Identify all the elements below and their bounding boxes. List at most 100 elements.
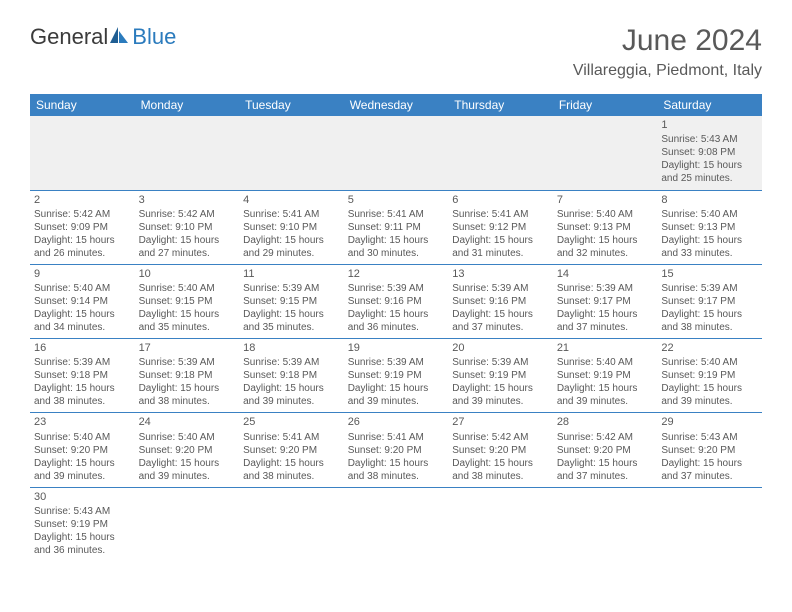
- sunset-line: Sunset: 9:08 PM: [661, 146, 758, 159]
- sunrise-line: Sunrise: 5:41 AM: [243, 208, 340, 221]
- day-number: 7: [557, 193, 654, 207]
- day-number: 30: [34, 490, 131, 504]
- calendar-cell: 27Sunrise: 5:42 AMSunset: 9:20 PMDayligh…: [448, 413, 553, 487]
- calendar-cell: [553, 487, 658, 561]
- daylight-line: Daylight: 15 hours and 37 minutes.: [557, 457, 654, 483]
- daylight-line: Daylight: 15 hours and 38 minutes.: [139, 382, 236, 408]
- calendar-cell: 22Sunrise: 5:40 AMSunset: 9:19 PMDayligh…: [657, 339, 762, 413]
- daylight-line: Daylight: 15 hours and 36 minutes.: [34, 531, 131, 557]
- calendar-cell: 7Sunrise: 5:40 AMSunset: 9:13 PMDaylight…: [553, 190, 658, 264]
- day-number: 6: [452, 193, 549, 207]
- daylight-line: Daylight: 15 hours and 29 minutes.: [243, 234, 340, 260]
- sunrise-line: Sunrise: 5:39 AM: [34, 356, 131, 369]
- sunrise-line: Sunrise: 5:39 AM: [139, 356, 236, 369]
- calendar-cell: 24Sunrise: 5:40 AMSunset: 9:20 PMDayligh…: [135, 413, 240, 487]
- day-header: Saturday: [657, 94, 762, 116]
- daylight-line: Daylight: 15 hours and 39 minutes.: [243, 382, 340, 408]
- calendar-row: 2Sunrise: 5:42 AMSunset: 9:09 PMDaylight…: [30, 190, 762, 264]
- sunrise-line: Sunrise: 5:42 AM: [452, 431, 549, 444]
- sunset-line: Sunset: 9:20 PM: [243, 444, 340, 457]
- sunset-line: Sunset: 9:14 PM: [34, 295, 131, 308]
- sunrise-line: Sunrise: 5:39 AM: [243, 282, 340, 295]
- daylight-line: Daylight: 15 hours and 38 minutes.: [661, 308, 758, 334]
- calendar-row: 16Sunrise: 5:39 AMSunset: 9:18 PMDayligh…: [30, 339, 762, 413]
- calendar-cell: 12Sunrise: 5:39 AMSunset: 9:16 PMDayligh…: [344, 264, 449, 338]
- sunrise-line: Sunrise: 5:43 AM: [661, 133, 758, 146]
- daylight-line: Daylight: 15 hours and 36 minutes.: [348, 308, 445, 334]
- calendar-table: SundayMondayTuesdayWednesdayThursdayFrid…: [30, 94, 762, 561]
- day-number: 20: [452, 341, 549, 355]
- daylight-line: Daylight: 15 hours and 26 minutes.: [34, 234, 131, 260]
- sunset-line: Sunset: 9:09 PM: [34, 221, 131, 234]
- calendar-cell: [135, 116, 240, 190]
- day-header: Tuesday: [239, 94, 344, 116]
- sunrise-line: Sunrise: 5:42 AM: [139, 208, 236, 221]
- day-number: 27: [452, 415, 549, 429]
- sunset-line: Sunset: 9:20 PM: [557, 444, 654, 457]
- sunrise-line: Sunrise: 5:40 AM: [661, 356, 758, 369]
- daylight-line: Daylight: 15 hours and 38 minutes.: [452, 457, 549, 483]
- calendar-cell: 10Sunrise: 5:40 AMSunset: 9:15 PMDayligh…: [135, 264, 240, 338]
- day-number: 18: [243, 341, 340, 355]
- calendar-cell: 29Sunrise: 5:43 AMSunset: 9:20 PMDayligh…: [657, 413, 762, 487]
- day-number: 24: [139, 415, 236, 429]
- calendar-cell: 15Sunrise: 5:39 AMSunset: 9:17 PMDayligh…: [657, 264, 762, 338]
- day-number: 15: [661, 267, 758, 281]
- daylight-line: Daylight: 15 hours and 25 minutes.: [661, 159, 758, 185]
- calendar-cell: [239, 487, 344, 561]
- sunrise-line: Sunrise: 5:40 AM: [661, 208, 758, 221]
- daylight-line: Daylight: 15 hours and 33 minutes.: [661, 234, 758, 260]
- sunrise-line: Sunrise: 5:43 AM: [661, 431, 758, 444]
- day-number: 5: [348, 193, 445, 207]
- sunset-line: Sunset: 9:10 PM: [139, 221, 236, 234]
- logo-text-general: General: [30, 24, 108, 50]
- sunset-line: Sunset: 9:18 PM: [34, 369, 131, 382]
- daylight-line: Daylight: 15 hours and 39 minutes.: [139, 457, 236, 483]
- day-number: 25: [243, 415, 340, 429]
- daylight-line: Daylight: 15 hours and 39 minutes.: [452, 382, 549, 408]
- sunrise-line: Sunrise: 5:40 AM: [34, 282, 131, 295]
- logo-text-blue: Blue: [132, 24, 176, 50]
- sunrise-line: Sunrise: 5:40 AM: [557, 356, 654, 369]
- calendar-cell: [448, 487, 553, 561]
- sunrise-line: Sunrise: 5:39 AM: [452, 282, 549, 295]
- sunset-line: Sunset: 9:15 PM: [243, 295, 340, 308]
- calendar-cell: 17Sunrise: 5:39 AMSunset: 9:18 PMDayligh…: [135, 339, 240, 413]
- daylight-line: Daylight: 15 hours and 39 minutes.: [557, 382, 654, 408]
- sunset-line: Sunset: 9:19 PM: [348, 369, 445, 382]
- sunrise-line: Sunrise: 5:42 AM: [557, 431, 654, 444]
- daylight-line: Daylight: 15 hours and 39 minutes.: [661, 382, 758, 408]
- logo-sail-icon: [108, 25, 130, 50]
- sunset-line: Sunset: 9:19 PM: [557, 369, 654, 382]
- day-number: 17: [139, 341, 236, 355]
- day-number: 29: [661, 415, 758, 429]
- sunrise-line: Sunrise: 5:40 AM: [139, 282, 236, 295]
- daylight-line: Daylight: 15 hours and 34 minutes.: [34, 308, 131, 334]
- calendar-cell: 1Sunrise: 5:43 AMSunset: 9:08 PMDaylight…: [657, 116, 762, 190]
- daylight-line: Daylight: 15 hours and 35 minutes.: [243, 308, 340, 334]
- daylight-line: Daylight: 15 hours and 37 minutes.: [452, 308, 549, 334]
- sunrise-line: Sunrise: 5:39 AM: [348, 282, 445, 295]
- day-number: 16: [34, 341, 131, 355]
- sunset-line: Sunset: 9:16 PM: [348, 295, 445, 308]
- day-number: 3: [139, 193, 236, 207]
- day-header: Monday: [135, 94, 240, 116]
- sunrise-line: Sunrise: 5:41 AM: [452, 208, 549, 221]
- calendar-cell: 25Sunrise: 5:41 AMSunset: 9:20 PMDayligh…: [239, 413, 344, 487]
- calendar-row: 23Sunrise: 5:40 AMSunset: 9:20 PMDayligh…: [30, 413, 762, 487]
- sunset-line: Sunset: 9:20 PM: [34, 444, 131, 457]
- sunset-line: Sunset: 9:19 PM: [661, 369, 758, 382]
- day-number: 8: [661, 193, 758, 207]
- calendar-cell: 19Sunrise: 5:39 AMSunset: 9:19 PMDayligh…: [344, 339, 449, 413]
- daylight-line: Daylight: 15 hours and 39 minutes.: [348, 382, 445, 408]
- sunset-line: Sunset: 9:19 PM: [34, 518, 131, 531]
- calendar-cell: [657, 487, 762, 561]
- logo: General Blue: [30, 24, 176, 50]
- calendar-cell: 23Sunrise: 5:40 AMSunset: 9:20 PMDayligh…: [30, 413, 135, 487]
- daylight-line: Daylight: 15 hours and 39 minutes.: [34, 457, 131, 483]
- sunrise-line: Sunrise: 5:39 AM: [557, 282, 654, 295]
- sunrise-line: Sunrise: 5:39 AM: [348, 356, 445, 369]
- calendar-cell: 16Sunrise: 5:39 AMSunset: 9:18 PMDayligh…: [30, 339, 135, 413]
- calendar-row: 1Sunrise: 5:43 AMSunset: 9:08 PMDaylight…: [30, 116, 762, 190]
- sunset-line: Sunset: 9:15 PM: [139, 295, 236, 308]
